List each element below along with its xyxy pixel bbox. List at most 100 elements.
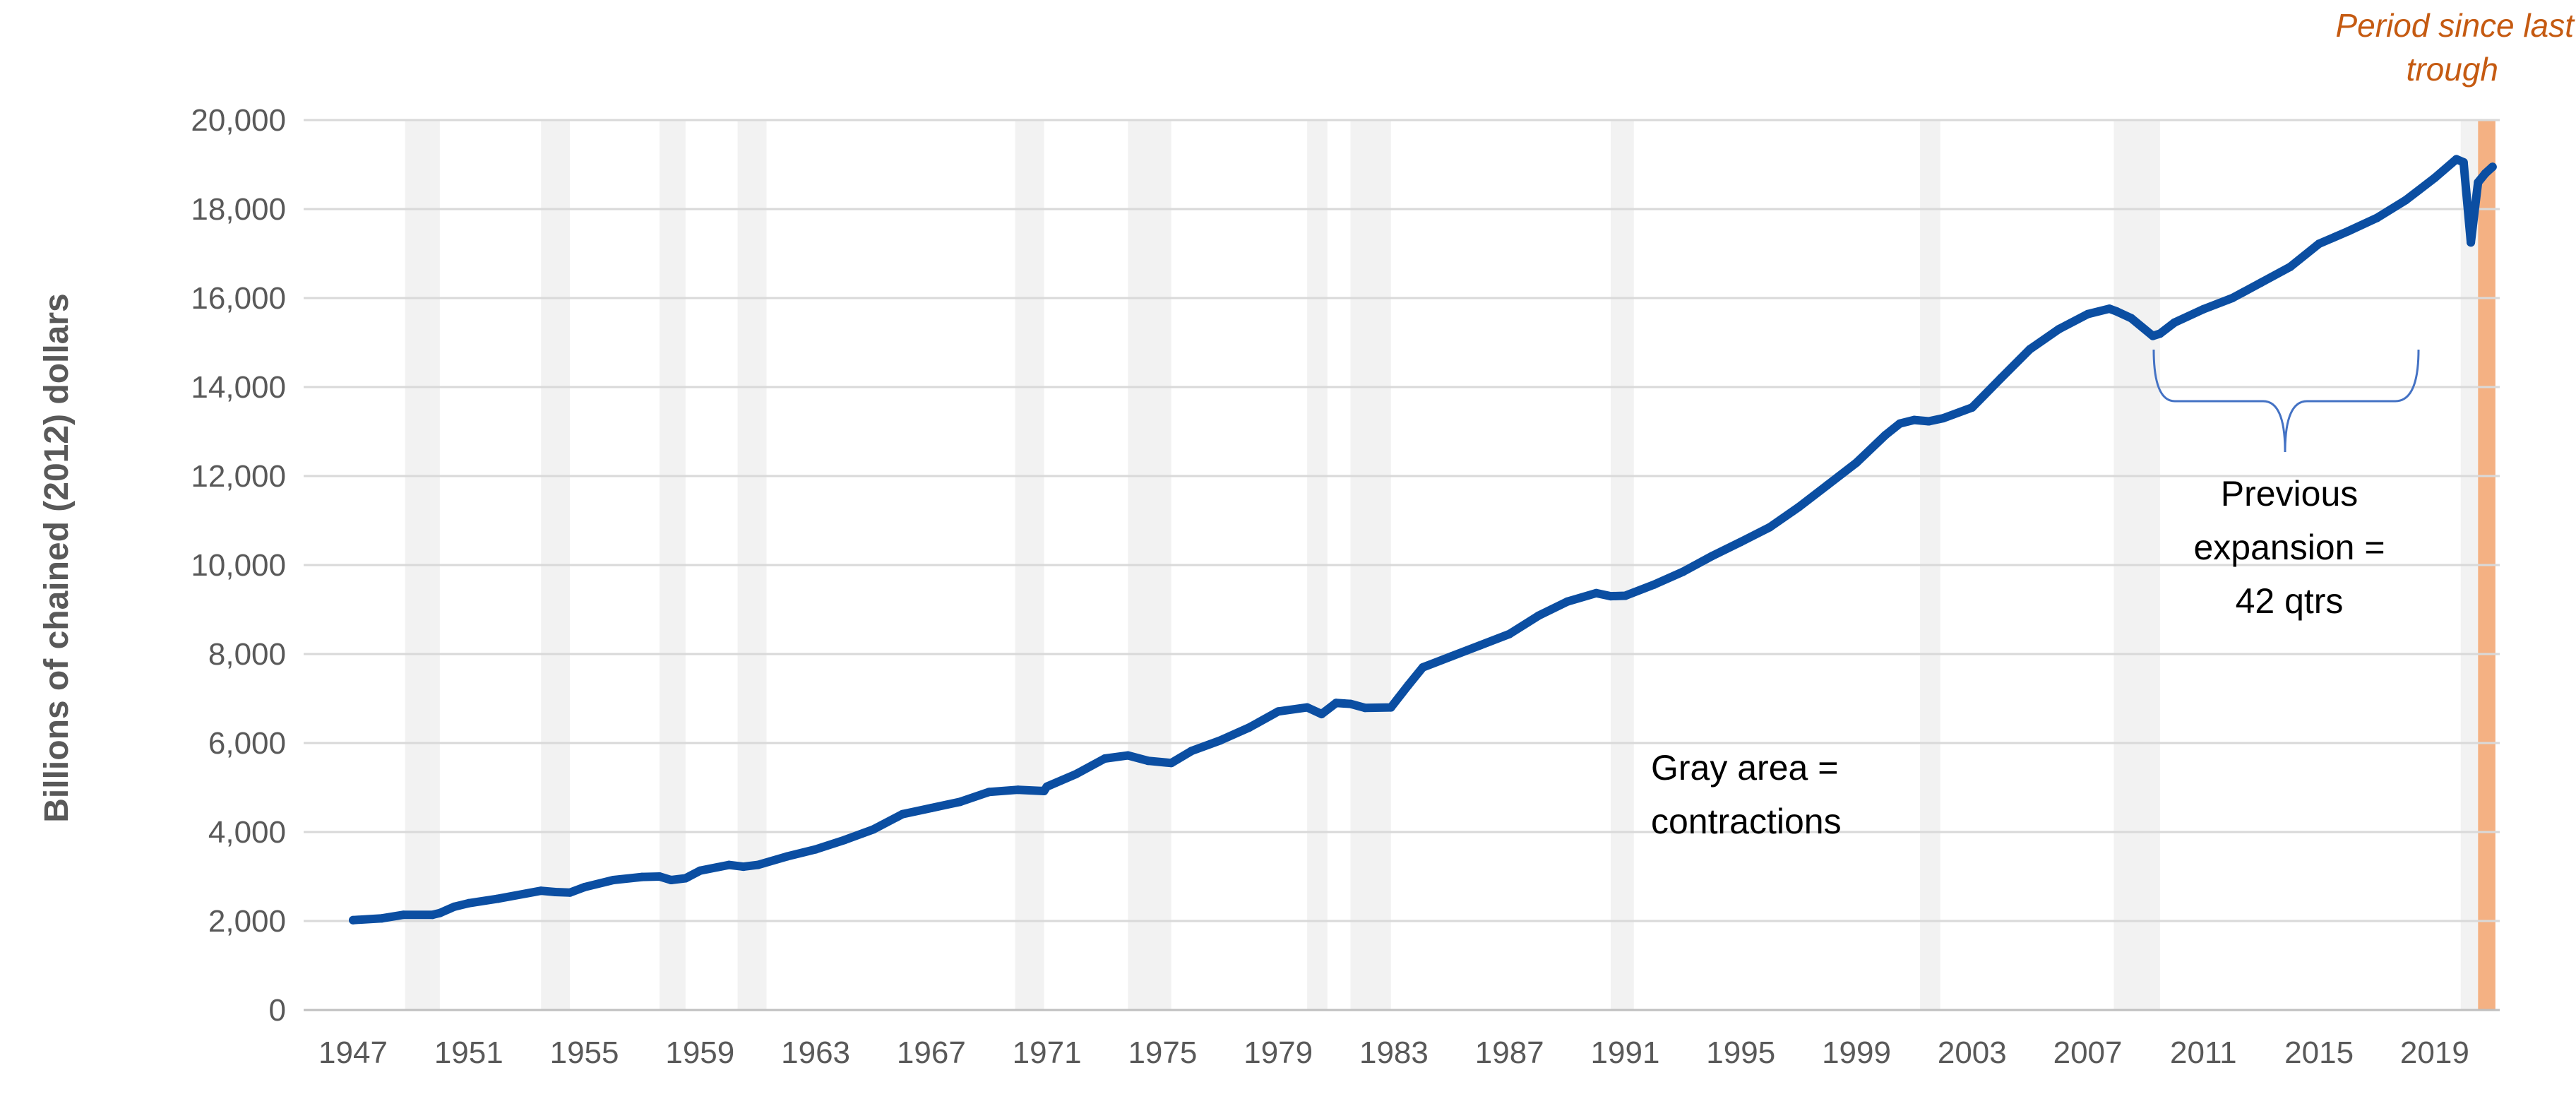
gdp-data-point [1404, 681, 1413, 690]
gray-area-label-line2: contractions [1651, 802, 1842, 841]
gdp-data-point [1924, 417, 1933, 426]
gdp-data-point [898, 809, 907, 819]
y-tick-label: 6,000 [208, 726, 286, 761]
gdp-data-point [753, 860, 763, 869]
gdp-data-point [1736, 537, 1746, 547]
gdp-data-point [2148, 331, 2157, 340]
x-tick-label: 1951 [434, 1035, 503, 1070]
y-tick-label: 18,000 [191, 192, 286, 227]
gdp-data-point [1332, 699, 1341, 708]
gdp-data-point [1881, 431, 1890, 439]
gdp-data-point [2467, 238, 2476, 247]
x-tick-label: 1955 [550, 1035, 619, 1070]
gdp-data-point [428, 910, 437, 920]
gdp-data-point [349, 915, 357, 925]
gdp-data-point [681, 874, 690, 883]
x-tick-label: 1987 [1475, 1035, 1544, 1070]
gdp-data-point [2199, 304, 2208, 314]
gdp-data-point [609, 876, 618, 884]
y-tick-label: 10,000 [191, 548, 286, 583]
gdp-data-point [377, 914, 386, 923]
x-tick-label: 2019 [2400, 1035, 2469, 1070]
y-tick-label: 20,000 [191, 103, 286, 138]
gdp-data-point [2488, 162, 2497, 172]
y-tick-label: 4,000 [208, 815, 286, 850]
gdp-data-point [1042, 782, 1051, 791]
gdp-data-point [1895, 419, 1904, 428]
gdp-data-point [2373, 213, 2381, 222]
trough-label-line2: trough [2407, 51, 2498, 88]
gdp-data-point [1447, 652, 1456, 661]
gdp-data-point [638, 872, 647, 881]
gdp-data-point [580, 883, 589, 892]
x-tick-label: 1999 [1822, 1035, 1891, 1070]
y-tick-label: 14,000 [191, 370, 286, 405]
gdp-data-point [1852, 458, 1861, 468]
gdp-data-point [2474, 178, 2483, 187]
x-tick-label: 2003 [1938, 1035, 2007, 1070]
gdp-data-point [2025, 345, 2034, 354]
expansion-label-line1: Previous [2221, 474, 2359, 513]
gdp-data-point [667, 876, 676, 884]
gdp-data-point [1621, 591, 1630, 600]
gdp-data-point [2459, 158, 2468, 167]
gdp-data-point [1765, 523, 1775, 532]
gdp-data-point [2127, 314, 2135, 323]
gdp-data-point [782, 852, 792, 861]
y-axis-ticks: 0 2,000 4,000 6,000 8,000 10,000 12,000 14,000 1… [191, 103, 286, 1028]
gdp-data-point [1013, 785, 1022, 795]
gdp-data-point [739, 862, 748, 872]
gdp-data-point [1071, 770, 1080, 779]
gdp-data-point [696, 866, 705, 875]
gdp-data-point [2105, 304, 2114, 314]
gdp-data-point [2452, 155, 2461, 164]
gdp-data-point [2481, 169, 2490, 178]
gdp-data-point [1143, 756, 1152, 766]
gdp-data-point [926, 804, 936, 812]
gdp-data-point [1386, 703, 1395, 712]
x-tick-label: 1979 [1244, 1035, 1313, 1070]
y-tick-label: 16,000 [191, 281, 286, 316]
x-tick-label: 1963 [781, 1035, 850, 1070]
gdp-data-point [840, 836, 849, 845]
gdp-data-point [537, 886, 546, 896]
gridlines [304, 119, 2500, 1011]
x-axis-ticks: 1947 1951 1955 1959 1963 1967 1971 1975 1979 1983… [318, 1035, 2469, 1070]
gdp-data-point [1996, 374, 2005, 383]
gdp-data-point [811, 845, 821, 854]
expansion-brace [2152, 349, 2420, 453]
gdp-data-point [2430, 173, 2439, 182]
gdp-data-point [1317, 710, 1326, 718]
gdp-data-point [2315, 239, 2324, 249]
gdp-data-point [1274, 707, 1283, 716]
x-tick-label: 1967 [897, 1035, 966, 1070]
gdp-data-point [2054, 325, 2063, 334]
x-tick-label: 2011 [2170, 1035, 2237, 1070]
gdp-data-point [1794, 503, 1803, 512]
gdp-data-point [2257, 278, 2266, 287]
gdp-data-point [493, 894, 502, 903]
gdp-data-point [1123, 751, 1133, 760]
gdp-data-point [1245, 723, 1254, 732]
gdp-data-point [724, 860, 734, 869]
gdp-data-point [1187, 747, 1196, 756]
gdp-data-point [435, 908, 444, 917]
gdp-data-point [869, 825, 878, 834]
x-tick-label: 2015 [2284, 1035, 2354, 1070]
gdp-data-point [1505, 629, 1514, 638]
gdp-data-point [1100, 754, 1109, 763]
y-tick-label: 0 [269, 993, 286, 1028]
gdp-data-point [1823, 480, 1832, 489]
gdp-data-point [1592, 588, 1601, 598]
gray-area-label-line1: Gray area = [1651, 748, 1838, 788]
gdp-data-point [1563, 597, 1572, 606]
x-tick-label: 1959 [665, 1035, 734, 1070]
y-tick-label: 8,000 [208, 637, 286, 672]
expansion-label-line2: expansion = [2193, 528, 2385, 567]
gdp-data-point [1534, 611, 1543, 620]
x-tick-label: 1947 [318, 1035, 388, 1070]
gdp-data-point [1167, 759, 1176, 768]
gdp-data-point [399, 910, 408, 920]
gdp-data-point [1909, 415, 1919, 424]
